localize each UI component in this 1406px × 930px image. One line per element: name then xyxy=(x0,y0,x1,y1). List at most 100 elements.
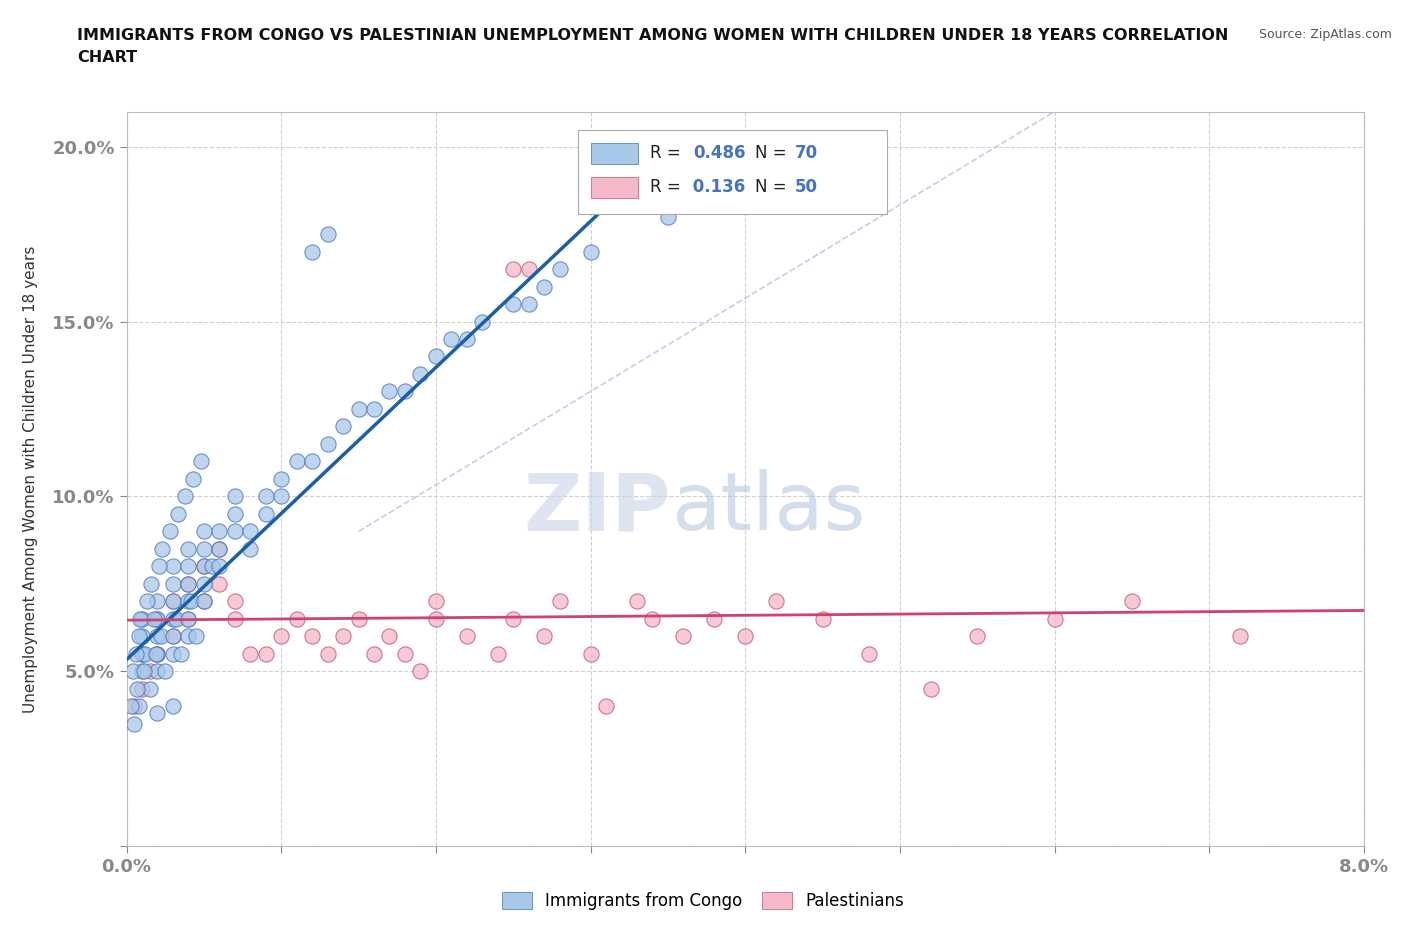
Point xyxy=(162,699,184,714)
Point xyxy=(177,577,200,591)
Point xyxy=(162,611,184,626)
Point xyxy=(165,611,187,626)
Point xyxy=(239,541,262,556)
Point xyxy=(162,629,184,644)
Point xyxy=(162,559,184,574)
Point xyxy=(548,261,571,276)
Point xyxy=(224,594,246,609)
Point xyxy=(193,594,215,609)
Point xyxy=(193,559,215,574)
Point xyxy=(162,629,184,644)
Point xyxy=(517,297,540,312)
Point xyxy=(124,699,146,714)
Point xyxy=(153,664,177,679)
Text: 0.136: 0.136 xyxy=(688,178,745,195)
Point xyxy=(131,646,153,661)
Point xyxy=(378,629,401,644)
Point xyxy=(181,472,204,486)
Point xyxy=(224,507,246,522)
Point xyxy=(208,577,231,591)
Text: IMMIGRANTS FROM CONGO VS PALESTINIAN UNEMPLOYMENT AMONG WOMEN WITH CHILDREN UNDE: IMMIGRANTS FROM CONGO VS PALESTINIAN UNE… xyxy=(77,28,1229,65)
Point xyxy=(502,297,524,312)
Point xyxy=(595,699,617,714)
FancyBboxPatch shape xyxy=(578,130,887,215)
Point xyxy=(517,261,540,276)
Point xyxy=(208,541,231,556)
Point xyxy=(146,646,169,661)
Point xyxy=(162,577,184,591)
Point xyxy=(174,489,197,504)
Point xyxy=(177,541,200,556)
Point xyxy=(270,629,292,644)
Point xyxy=(128,699,150,714)
Point xyxy=(858,646,880,661)
Point xyxy=(177,594,200,609)
Point xyxy=(579,244,602,259)
Point xyxy=(409,664,432,679)
Point xyxy=(254,489,277,504)
Point xyxy=(193,594,215,609)
Point xyxy=(208,524,231,538)
Point xyxy=(177,611,200,626)
Point xyxy=(425,594,447,609)
Point xyxy=(159,524,181,538)
Point xyxy=(200,559,222,574)
Point xyxy=(1229,629,1251,644)
Point xyxy=(316,646,339,661)
Point xyxy=(285,611,308,626)
Point xyxy=(124,716,146,731)
Point xyxy=(146,646,169,661)
Point xyxy=(125,646,148,661)
Point xyxy=(1043,611,1066,626)
Point xyxy=(193,524,215,538)
Point xyxy=(146,611,169,626)
Point xyxy=(224,611,246,626)
Point xyxy=(146,611,169,626)
Text: 50: 50 xyxy=(794,178,818,195)
Point xyxy=(270,489,292,504)
Point xyxy=(208,541,231,556)
Point xyxy=(394,384,416,399)
Text: 70: 70 xyxy=(794,144,818,162)
Point xyxy=(285,454,308,469)
Point xyxy=(128,629,150,644)
Point xyxy=(394,646,416,661)
Point xyxy=(425,611,447,626)
Text: R =: R = xyxy=(650,144,686,162)
Point xyxy=(254,507,277,522)
Point xyxy=(579,646,602,661)
Point xyxy=(332,419,354,434)
Point xyxy=(332,629,354,644)
Point xyxy=(138,682,162,697)
Point xyxy=(471,314,494,329)
Point xyxy=(316,227,339,242)
Point xyxy=(148,559,170,574)
Point xyxy=(134,646,156,661)
Text: 0.486: 0.486 xyxy=(693,144,745,162)
Point xyxy=(131,664,153,679)
Point xyxy=(966,629,988,644)
Point xyxy=(765,594,787,609)
Point xyxy=(131,629,153,644)
Point xyxy=(162,646,184,661)
Point xyxy=(703,611,725,626)
Point xyxy=(301,454,323,469)
Point xyxy=(641,611,664,626)
Text: Source: ZipAtlas.com: Source: ZipAtlas.com xyxy=(1258,28,1392,41)
Point xyxy=(548,594,571,609)
Point xyxy=(177,629,200,644)
Point xyxy=(146,594,169,609)
Point xyxy=(169,646,191,661)
Point xyxy=(456,629,478,644)
Point xyxy=(502,261,524,276)
Legend: Immigrants from Congo, Palestinians: Immigrants from Congo, Palestinians xyxy=(495,885,911,917)
Text: R =: R = xyxy=(650,178,686,195)
Point xyxy=(143,611,166,626)
Point xyxy=(127,682,149,697)
Point xyxy=(301,629,323,644)
Text: atlas: atlas xyxy=(671,470,865,548)
Text: N =: N = xyxy=(755,144,792,162)
Point xyxy=(177,611,200,626)
Point xyxy=(626,594,648,609)
Y-axis label: Unemployment Among Women with Children Under 18 years: Unemployment Among Women with Children U… xyxy=(24,246,38,712)
